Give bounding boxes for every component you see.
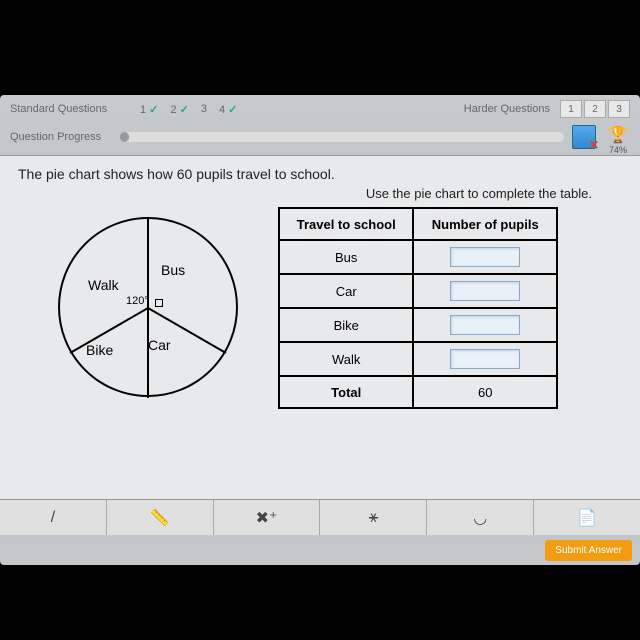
row-label-bus: Bus — [279, 240, 413, 274]
tool-line[interactable]: / — [0, 500, 107, 535]
question-text: The pie chart shows how 60 pupils travel… — [18, 166, 622, 182]
table-row: Bus — [279, 240, 557, 274]
tool-ruler[interactable]: 📏 — [107, 500, 214, 535]
answer-table: Travel to school Number of pupils Bus Ca… — [278, 207, 558, 409]
harder-q-1[interactable]: 1 — [560, 100, 582, 118]
table-header-row: Travel to school Number of pupils — [279, 208, 557, 240]
pie-label-car: Car — [148, 337, 171, 353]
progress-bar — [120, 132, 564, 142]
total-value: 60 — [413, 376, 557, 408]
calculator-no-icon[interactable] — [572, 125, 596, 149]
pie-circle — [58, 217, 238, 397]
question-subtext: Use the pie chart to complete the table. — [18, 186, 622, 201]
total-label: Total — [279, 376, 413, 408]
row-label-bike: Bike — [279, 308, 413, 342]
input-walk[interactable] — [450, 349, 520, 369]
tool-expression[interactable]: ✖⁺ — [214, 500, 321, 535]
pie-chart: Bus Walk Car Bike 120° — [38, 207, 258, 427]
tool-compass[interactable]: ⚹ — [320, 500, 427, 535]
q-num-3[interactable]: 3 — [201, 103, 207, 116]
col-header-travel: Travel to school — [279, 208, 413, 240]
harder-q-2[interactable]: 2 — [584, 100, 606, 118]
pie-divider — [147, 308, 149, 398]
trophy-percent: 74% — [609, 145, 627, 155]
drawing-toolbar: / 📏 ✖⁺ ⚹ ◡ 📄 — [0, 499, 640, 535]
progress-fill — [120, 132, 129, 142]
question-content: The pie chart shows how 60 pupils travel… — [0, 156, 640, 511]
q-num-2[interactable]: 2 ✓ — [170, 103, 188, 116]
tool-protractor[interactable]: ◡ — [427, 500, 534, 535]
app-window: Standard Questions 1 ✓ 2 ✓ 3 4 ✓ Harder … — [0, 95, 640, 565]
main-row: Bus Walk Car Bike 120° Travel to school … — [18, 207, 622, 427]
pie-label-bike: Bike — [86, 342, 113, 358]
trophy-score: 🏆 74% — [606, 125, 630, 149]
standard-questions-label: Standard Questions — [10, 103, 140, 115]
input-car[interactable] — [450, 281, 520, 301]
table-row: Car — [279, 274, 557, 308]
submit-answer-button[interactable]: Submit Answer — [545, 540, 632, 561]
pie-label-bus: Bus — [161, 262, 185, 278]
trophy-icon: 🏆 — [608, 125, 628, 145]
row-label-car: Car — [279, 274, 413, 308]
row-label-walk: Walk — [279, 342, 413, 376]
progress-label: Question Progress — [10, 131, 120, 143]
q-num-1[interactable]: 1 ✓ — [140, 103, 158, 116]
table-row: Bike — [279, 308, 557, 342]
harder-questions-label: Harder Questions — [464, 103, 550, 115]
table-row: Walk — [279, 342, 557, 376]
harder-q-3[interactable]: 3 — [608, 100, 630, 118]
q-num-4[interactable]: 4 ✓ — [219, 103, 237, 116]
input-bike[interactable] — [450, 315, 520, 335]
table-total-row: Total 60 — [279, 376, 557, 408]
angle-label: 120° — [126, 295, 149, 307]
progress-row: Question Progress 🏆 74% — [0, 123, 640, 156]
col-header-number: Number of pupils — [413, 208, 557, 240]
harder-question-numbers: 1 2 3 — [560, 100, 630, 118]
question-nav-row: Standard Questions 1 ✓ 2 ✓ 3 4 ✓ Harder … — [0, 95, 640, 123]
right-angle-marker — [155, 299, 163, 307]
answer-table-wrap: Travel to school Number of pupils Bus Ca… — [278, 207, 622, 427]
input-bus[interactable] — [450, 247, 520, 267]
tool-page[interactable]: 📄 — [534, 500, 640, 535]
pie-label-walk: Walk — [88, 277, 119, 293]
standard-question-numbers: 1 ✓ 2 ✓ 3 4 ✓ — [140, 103, 237, 116]
